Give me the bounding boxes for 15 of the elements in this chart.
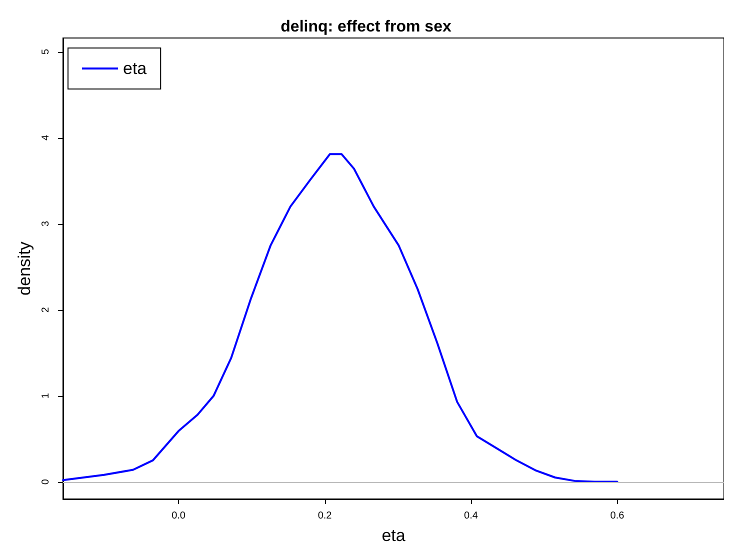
y-axis-title: density <box>15 241 34 296</box>
x-tick-label: 0.4 <box>464 510 478 522</box>
x-tick-label: 0.6 <box>610 510 625 522</box>
chart-title: delinq: effect from sex <box>280 18 452 36</box>
y-tick-label: 0 <box>40 478 52 485</box>
y-tick-label: 5 <box>40 48 52 55</box>
x-tick-label: 0.2 <box>318 510 332 522</box>
y-tick-label: 4 <box>40 134 52 141</box>
y-tick-label: 2 <box>40 306 52 313</box>
y-tick-label: 3 <box>40 220 52 227</box>
x-tick-label: 0.0 <box>172 510 186 522</box>
y-tick-label: 1 <box>40 392 52 399</box>
x-axis-title: eta <box>382 526 406 545</box>
legend-label: eta <box>123 59 148 78</box>
line-series <box>62 153 618 483</box>
